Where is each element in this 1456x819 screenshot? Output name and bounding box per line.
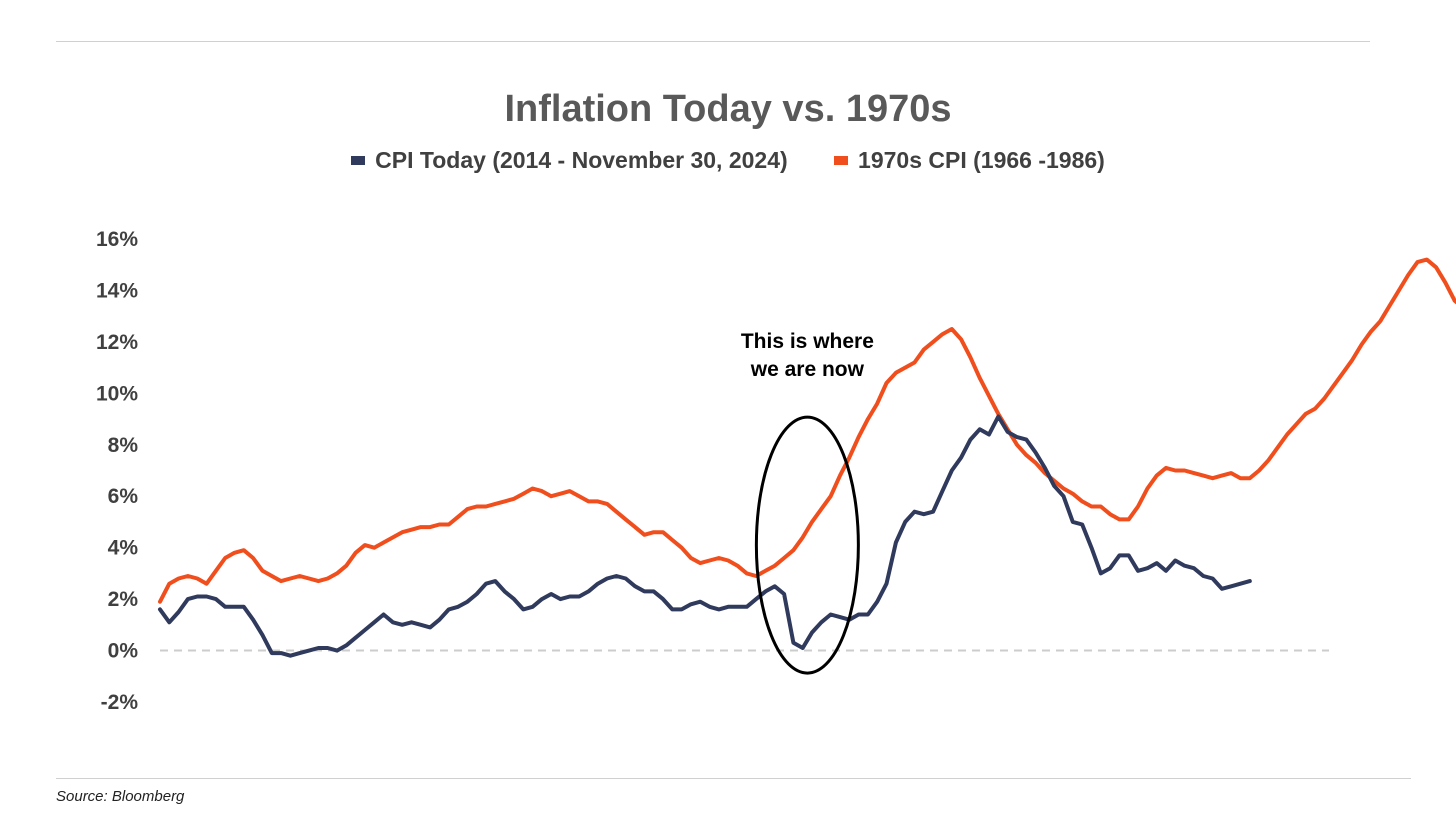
chart-title: Inflation Today vs. 1970s	[504, 88, 952, 130]
annotation-line-2: we are now	[750, 358, 865, 381]
series-line-seventies	[158, 257, 1456, 604]
chart-legend: CPI Today (2014 - November 30, 2024) 197…	[0, 144, 1456, 174]
series-line-today	[158, 414, 1252, 658]
y-tick-label: 4%	[108, 537, 139, 560]
top-divider	[56, 41, 1370, 42]
legend-item-today: CPI Today (2014 - November 30, 2024)	[351, 147, 788, 174]
annotation-line-1: This is where	[741, 330, 874, 353]
y-tick-label: -2%	[101, 691, 139, 714]
y-tick-label: 2%	[108, 588, 139, 611]
legend-swatch-today	[351, 156, 366, 165]
source-note: Source: Bloomberg	[56, 788, 185, 805]
bottom-divider	[56, 778, 1411, 779]
legend-swatch-seventies	[834, 156, 849, 165]
y-tick-label: 0%	[108, 640, 139, 663]
y-tick-label: 16%	[96, 228, 138, 251]
y-tick-label: 12%	[96, 331, 138, 354]
y-tick-label: 8%	[108, 434, 139, 457]
y-tick-label: 14%	[96, 279, 138, 302]
annotation-circle	[754, 415, 860, 675]
y-tick-label: 10%	[96, 382, 138, 405]
legend-label-seventies: 1970s CPI (1966 -1986)	[858, 147, 1105, 173]
legend-item-seventies: 1970s CPI (1966 -1986)	[834, 147, 1105, 174]
y-tick-label: 6%	[108, 485, 139, 508]
legend-label-today: CPI Today (2014 - November 30, 2024)	[375, 147, 788, 173]
